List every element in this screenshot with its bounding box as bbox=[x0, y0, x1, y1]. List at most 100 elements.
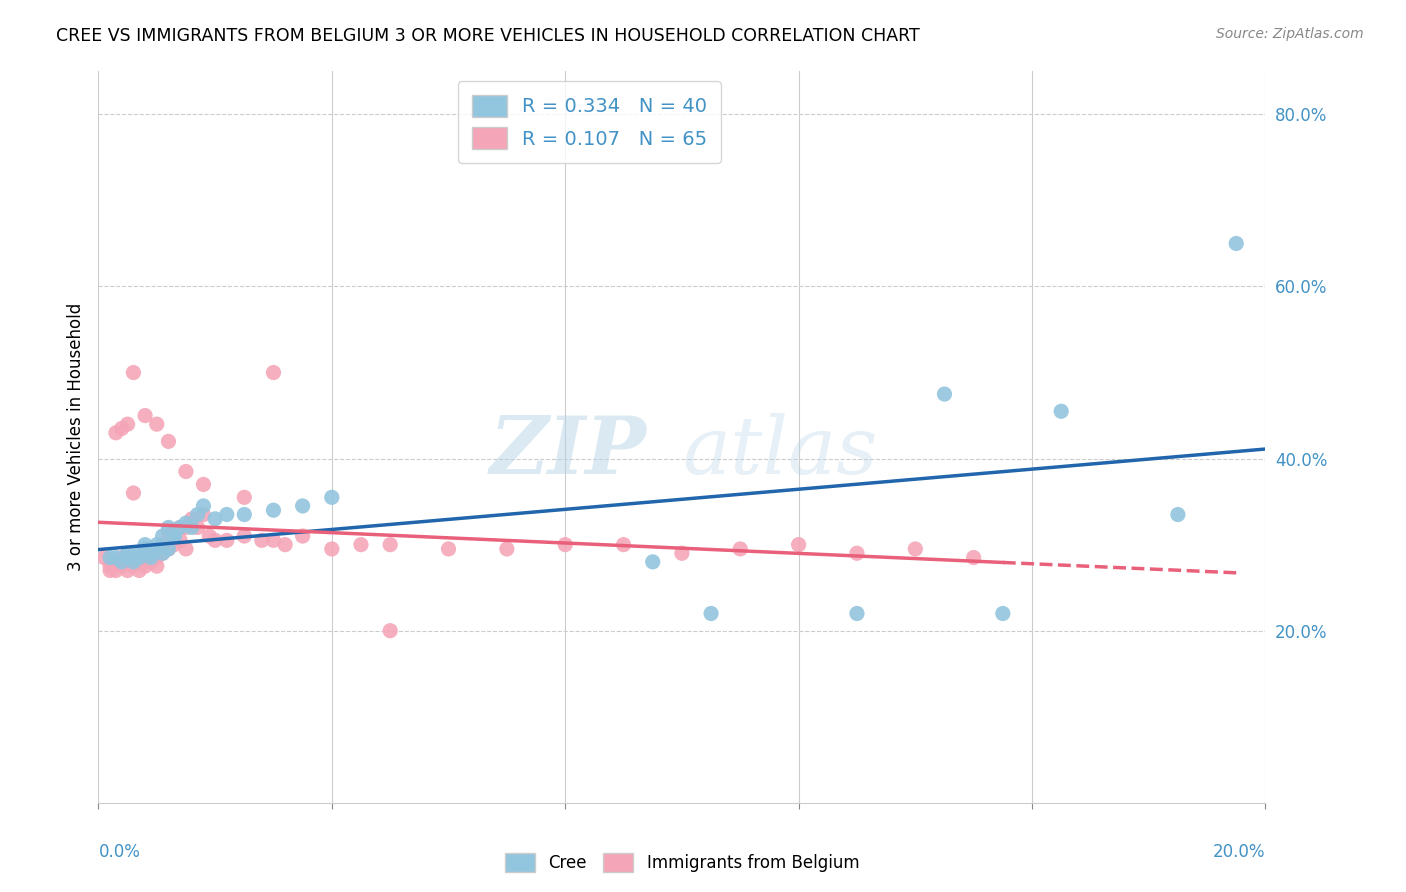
Point bbox=[291, 499, 314, 513]
Point bbox=[122, 366, 145, 380]
Point bbox=[152, 546, 174, 560]
Point bbox=[904, 541, 927, 556]
Point bbox=[846, 546, 869, 560]
Point bbox=[128, 546, 150, 560]
Point bbox=[152, 538, 174, 552]
Point bbox=[1167, 508, 1189, 522]
Point bbox=[122, 486, 145, 500]
Point bbox=[104, 555, 127, 569]
Point bbox=[180, 520, 202, 534]
Point bbox=[274, 538, 297, 552]
Point bbox=[934, 387, 956, 401]
Point bbox=[204, 512, 226, 526]
Point bbox=[204, 533, 226, 548]
Point bbox=[134, 541, 156, 556]
Point bbox=[117, 417, 139, 432]
Point bbox=[98, 564, 121, 578]
Point bbox=[157, 520, 180, 534]
Point bbox=[846, 607, 869, 621]
Point bbox=[122, 550, 145, 565]
Point bbox=[146, 538, 169, 552]
Text: atlas: atlas bbox=[682, 413, 877, 491]
Point bbox=[146, 559, 169, 574]
Point bbox=[169, 520, 191, 534]
Point bbox=[152, 546, 174, 560]
Point bbox=[128, 550, 150, 565]
Point bbox=[139, 555, 162, 569]
Text: 0.0%: 0.0% bbox=[98, 843, 141, 861]
Point bbox=[163, 524, 186, 539]
Point bbox=[169, 520, 191, 534]
Point bbox=[554, 538, 576, 552]
Point bbox=[380, 538, 402, 552]
Point bbox=[187, 508, 209, 522]
Point bbox=[134, 550, 156, 565]
Point bbox=[128, 550, 150, 565]
Point bbox=[122, 555, 145, 569]
Point bbox=[641, 555, 664, 569]
Point bbox=[139, 546, 162, 560]
Point bbox=[122, 559, 145, 574]
Point bbox=[193, 477, 215, 491]
Point bbox=[198, 529, 221, 543]
Point bbox=[93, 550, 115, 565]
Point bbox=[163, 529, 186, 543]
Point bbox=[134, 538, 156, 552]
Point bbox=[163, 538, 186, 552]
Point bbox=[117, 550, 139, 565]
Point bbox=[104, 550, 127, 565]
Text: ZIP: ZIP bbox=[491, 413, 647, 491]
Y-axis label: 3 or more Vehicles in Household: 3 or more Vehicles in Household bbox=[66, 303, 84, 571]
Text: CREE VS IMMIGRANTS FROM BELGIUM 3 OR MORE VEHICLES IN HOUSEHOLD CORRELATION CHAR: CREE VS IMMIGRANTS FROM BELGIUM 3 OR MOR… bbox=[56, 27, 920, 45]
Point bbox=[262, 533, 284, 548]
Point bbox=[163, 529, 186, 543]
Point bbox=[117, 546, 139, 560]
Point bbox=[104, 425, 127, 440]
Point bbox=[233, 491, 256, 505]
Point bbox=[233, 529, 256, 543]
Point bbox=[321, 491, 343, 505]
Point bbox=[139, 550, 162, 565]
Point bbox=[262, 503, 284, 517]
Point bbox=[169, 533, 191, 548]
Point bbox=[180, 512, 202, 526]
Point bbox=[991, 607, 1014, 621]
Point bbox=[496, 541, 519, 556]
Point bbox=[174, 541, 197, 556]
Point bbox=[174, 520, 197, 534]
Text: Source: ZipAtlas.com: Source: ZipAtlas.com bbox=[1216, 27, 1364, 41]
Point bbox=[111, 550, 134, 565]
Point bbox=[215, 533, 238, 548]
Point bbox=[193, 508, 215, 522]
Point bbox=[233, 508, 256, 522]
Point bbox=[157, 541, 180, 556]
Point bbox=[193, 499, 215, 513]
Point bbox=[104, 564, 127, 578]
Point bbox=[612, 538, 634, 552]
Legend: Cree, Immigrants from Belgium: Cree, Immigrants from Belgium bbox=[495, 843, 869, 882]
Point bbox=[157, 541, 180, 556]
Point bbox=[700, 607, 723, 621]
Point bbox=[117, 564, 139, 578]
Point bbox=[111, 555, 134, 569]
Point bbox=[146, 550, 169, 565]
Point bbox=[215, 508, 238, 522]
Point bbox=[139, 550, 162, 565]
Point bbox=[146, 541, 169, 556]
Point bbox=[291, 529, 314, 543]
Point bbox=[1050, 404, 1073, 418]
Point bbox=[117, 550, 139, 565]
Point bbox=[128, 564, 150, 578]
Point bbox=[152, 529, 174, 543]
Point bbox=[671, 546, 693, 560]
Point bbox=[321, 541, 343, 556]
Point bbox=[262, 366, 284, 380]
Point bbox=[157, 434, 180, 449]
Point bbox=[380, 624, 402, 638]
Point bbox=[98, 559, 121, 574]
Point bbox=[134, 409, 156, 423]
Point bbox=[962, 550, 984, 565]
Point bbox=[730, 541, 752, 556]
Point bbox=[111, 421, 134, 435]
Point bbox=[350, 538, 373, 552]
